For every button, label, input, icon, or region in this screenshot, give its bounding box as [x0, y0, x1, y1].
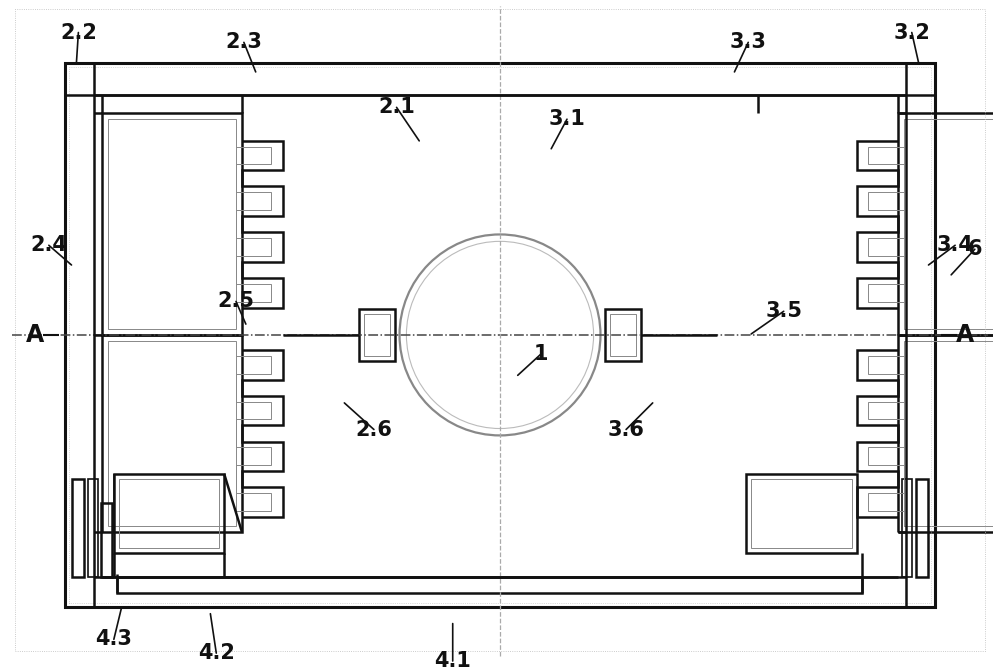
Bar: [108, 119, 236, 329]
Text: 4.1: 4.1: [434, 651, 471, 671]
Text: 3.1: 3.1: [549, 109, 585, 130]
Bar: [101, 503, 112, 577]
Text: 2.3: 2.3: [225, 32, 262, 52]
Bar: [72, 478, 84, 577]
Bar: [114, 474, 224, 553]
Bar: [898, 335, 1000, 532]
Text: 2.1: 2.1: [378, 97, 415, 117]
Bar: [904, 119, 1000, 329]
Bar: [898, 113, 1000, 335]
Bar: [102, 113, 242, 335]
Text: 6: 6: [968, 240, 982, 259]
Bar: [364, 314, 390, 356]
Bar: [751, 478, 852, 548]
Bar: [119, 478, 219, 548]
Text: 3.2: 3.2: [893, 23, 930, 42]
Text: 4.2: 4.2: [198, 643, 235, 663]
Text: 3.4: 3.4: [937, 236, 974, 255]
Text: 2.6: 2.6: [355, 419, 392, 440]
Text: 3.5: 3.5: [765, 301, 802, 321]
Bar: [746, 474, 857, 553]
Bar: [359, 309, 395, 360]
Bar: [904, 341, 1000, 526]
Text: 3.3: 3.3: [730, 32, 767, 52]
Bar: [117, 577, 862, 593]
Text: 2.4: 2.4: [30, 236, 67, 255]
Bar: [610, 314, 636, 356]
Bar: [65, 63, 935, 607]
Text: 3.6: 3.6: [608, 419, 645, 440]
Bar: [102, 335, 242, 532]
Text: A: A: [956, 323, 974, 347]
Text: 4.3: 4.3: [95, 629, 132, 650]
Bar: [605, 309, 641, 360]
Bar: [916, 478, 928, 577]
Text: 2.5: 2.5: [217, 291, 254, 311]
Bar: [108, 341, 236, 526]
Bar: [88, 478, 98, 577]
Text: 2.2: 2.2: [60, 23, 97, 42]
Text: 1: 1: [534, 344, 549, 364]
Text: A: A: [26, 323, 44, 347]
Bar: [902, 478, 912, 577]
